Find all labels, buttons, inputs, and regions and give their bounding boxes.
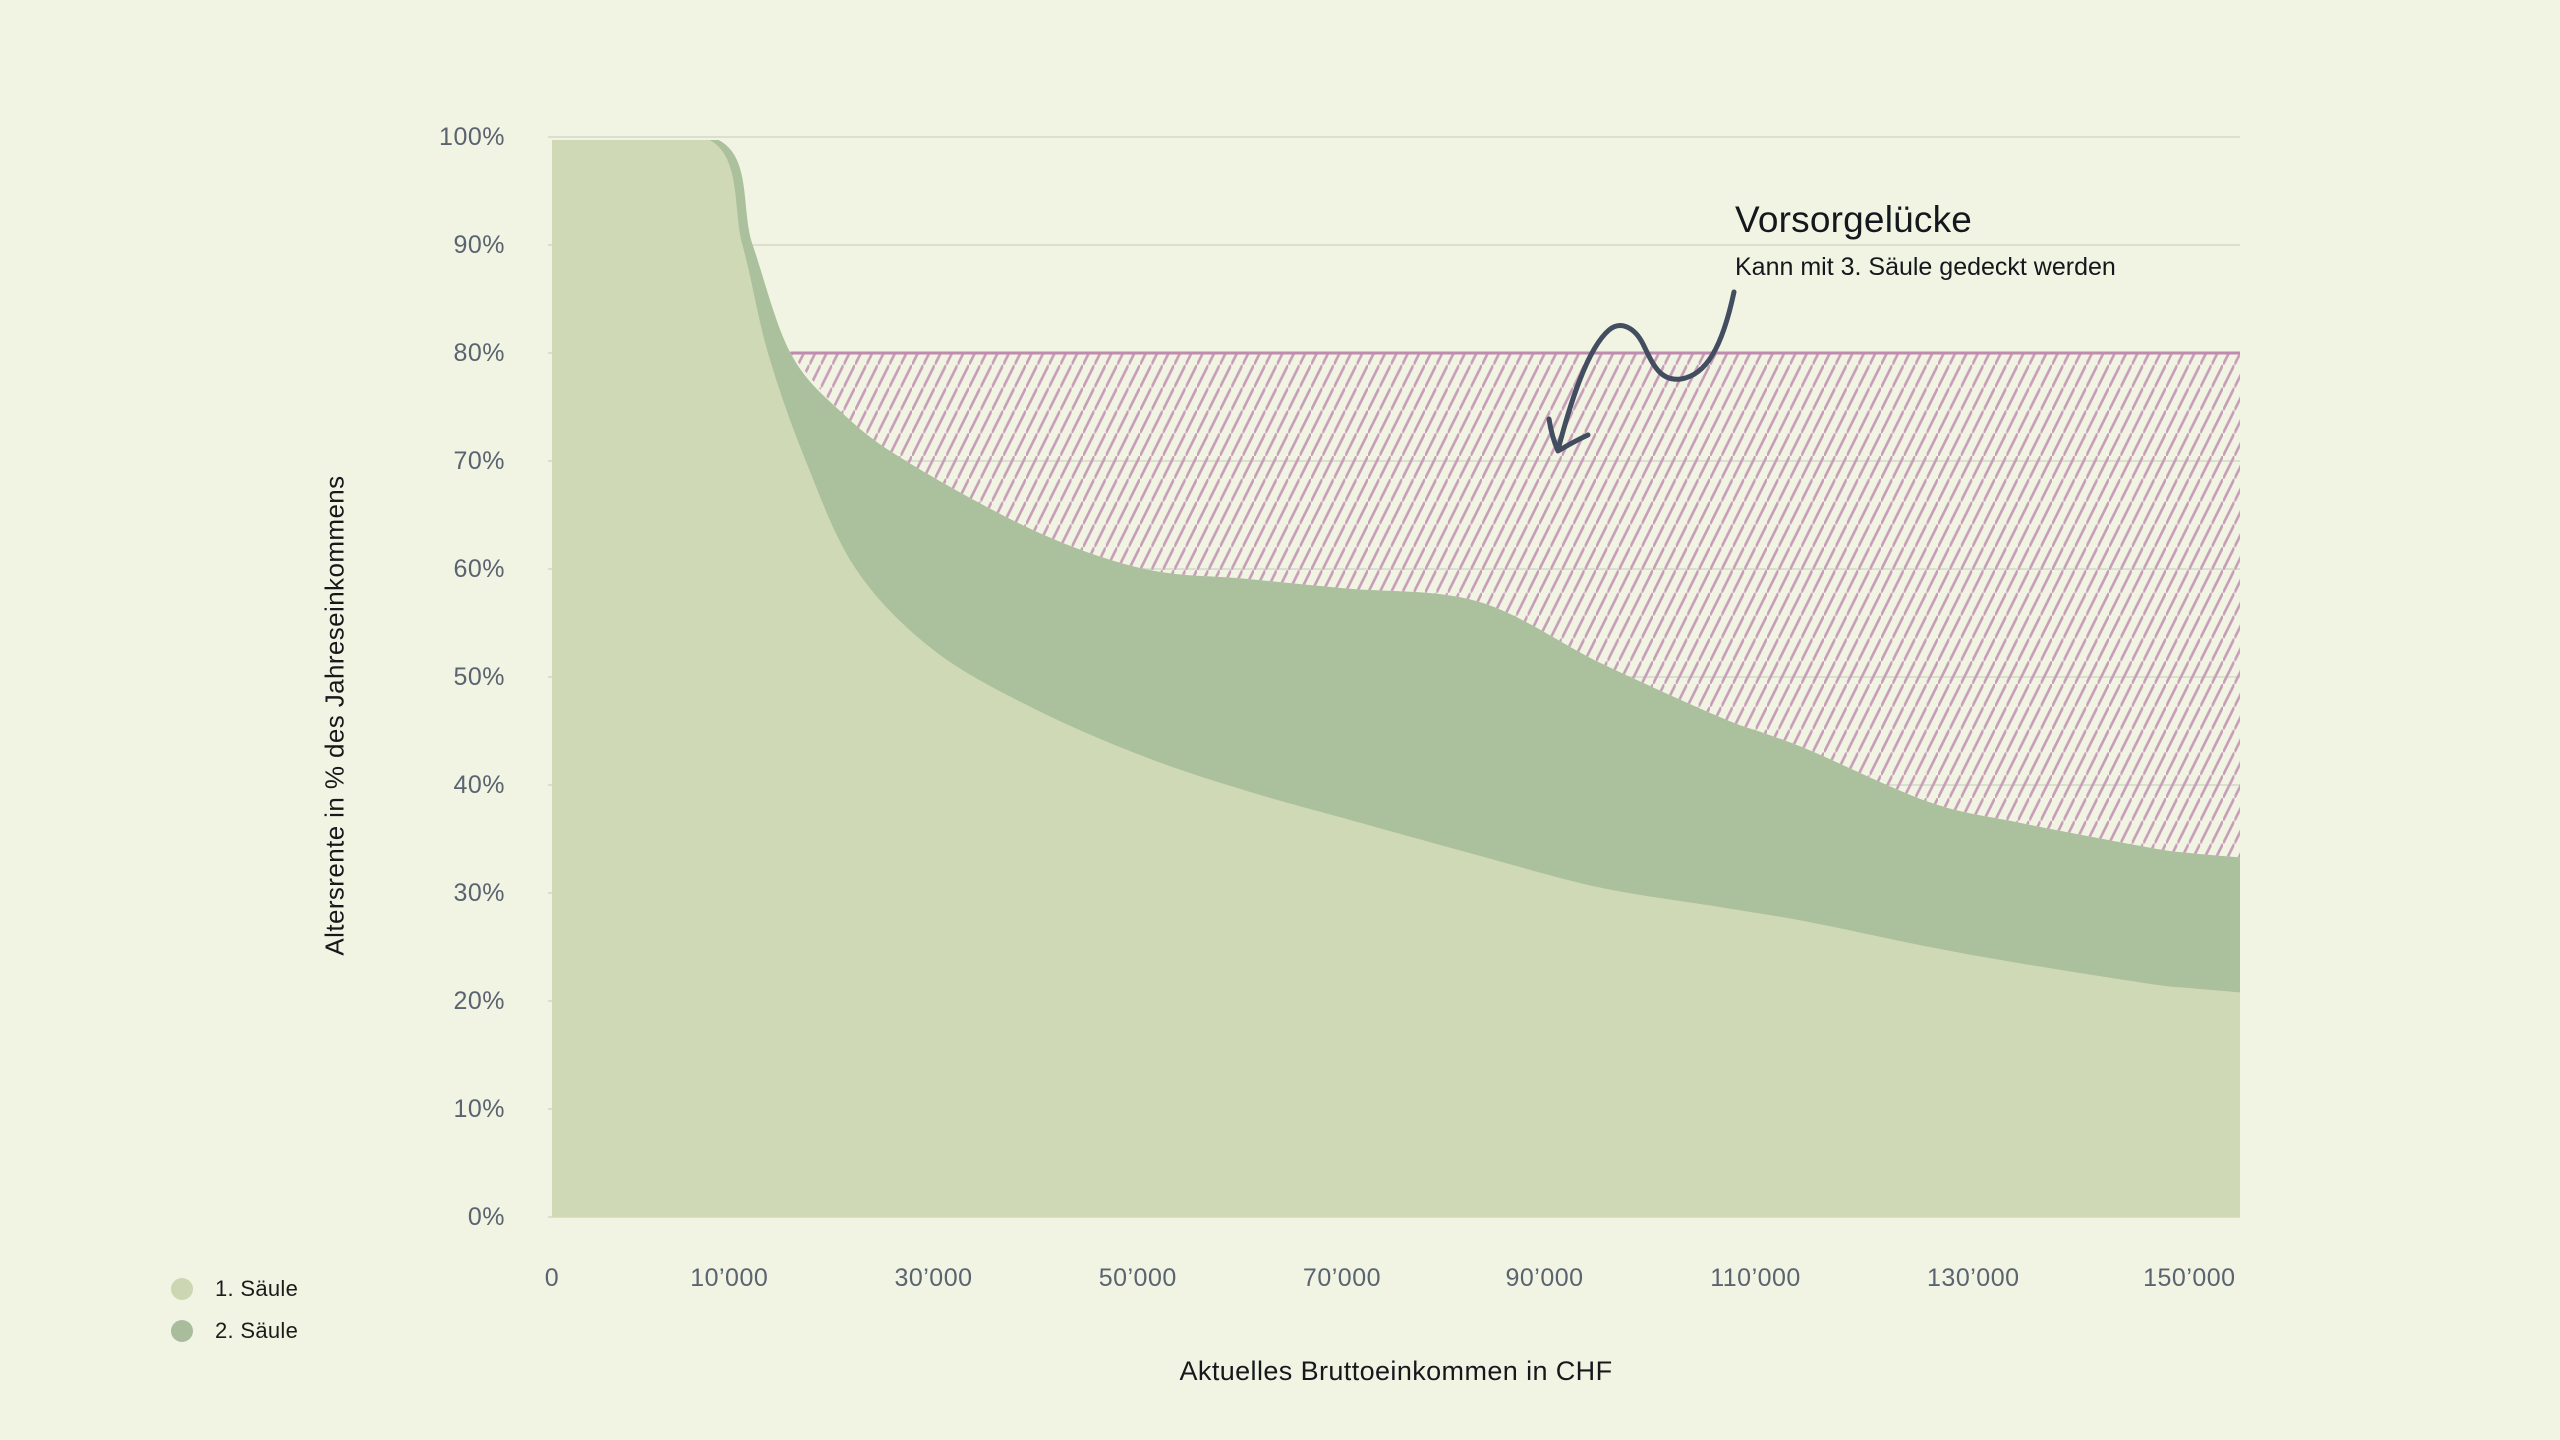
series-area-1. Säule (552, 140, 2240, 1217)
y-tick-label-0%: 0% (467, 1203, 505, 1231)
y-tick-label-100%: 100% (439, 123, 505, 151)
annotation-arrow (1546, 289, 1737, 454)
x-tick-label-50’000: 50’000 (1098, 1264, 1177, 1292)
stacked-areas (552, 140, 2240, 1217)
x-tick-label-130’000: 130’000 (1927, 1264, 2020, 1292)
annotation-title: Vorsorgelücke (1735, 199, 1973, 240)
legend-label: 2. Säule (215, 1318, 299, 1343)
legend-label: 1. Säule (215, 1276, 299, 1301)
y-tick-label-90%: 90% (453, 231, 505, 259)
arrow-head (1546, 416, 1591, 454)
pension-gap-hatch-area (790, 353, 2240, 858)
x-axis-title: Aktuelles Bruttoeinkommen in CHF (1179, 1356, 1613, 1386)
x-tick-label-150’000: 150’000 (2143, 1264, 2236, 1292)
x-tick-label-70’000: 70’000 (1302, 1264, 1381, 1292)
arrow-curve (1555, 289, 1737, 453)
y-tick-label-40%: 40% (453, 771, 505, 799)
x-tick-label-30’000: 30’000 (894, 1264, 973, 1292)
y-tick-label-50%: 50% (453, 663, 505, 691)
y-tick-label-10%: 10% (453, 1095, 505, 1123)
y-tick-label-60%: 60% (453, 555, 505, 583)
legend-item-1: 1. Säule (171, 1276, 298, 1302)
x-tick-label-0: 0 (544, 1264, 560, 1292)
legend-item-2: 2. Säule (171, 1318, 298, 1344)
y-tick-label-70%: 70% (453, 447, 505, 475)
legend-dot-icon (171, 1278, 193, 1300)
y-tick-label-80%: 80% (453, 339, 505, 367)
legend-dot-icon (171, 1320, 193, 1342)
y-tick-label-20%: 20% (453, 987, 505, 1015)
annotation: Vorsorgelücke Kann mit 3. Säule gedeckt … (1735, 198, 2116, 282)
legend: 1. Säule 2. Säule (171, 1276, 298, 1344)
x-tick-label-90’000: 90’000 (1505, 1264, 1584, 1292)
x-tick-label-110’000: 110’000 (1710, 1264, 1801, 1292)
y-tick-label-30%: 30% (453, 879, 505, 907)
x-tick-label-10’000: 10’000 (690, 1264, 769, 1292)
annotation-subtitle: Kann mit 3. Säule gedeckt werden (1735, 253, 2116, 281)
